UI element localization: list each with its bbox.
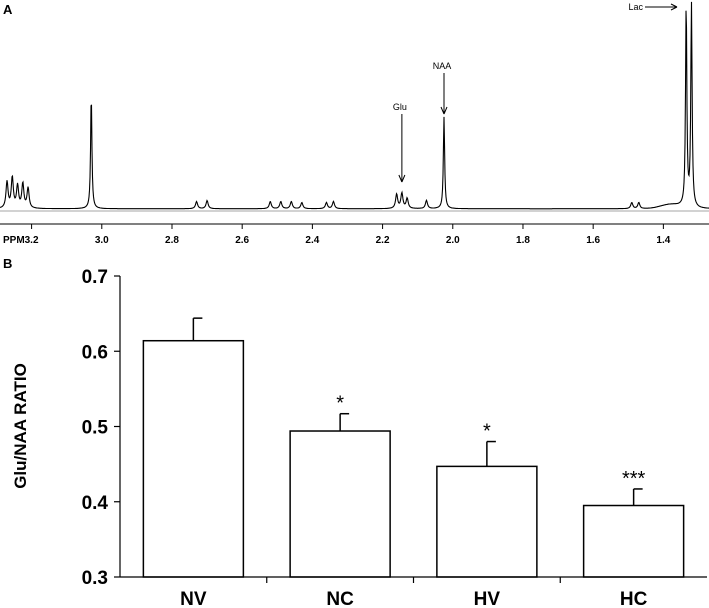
bar-nc	[289, 430, 391, 578]
panel-a-label: A	[3, 2, 13, 17]
bar-nv	[142, 339, 245, 578]
bar-y-tick-label: 0.5	[82, 418, 109, 439]
bar-y-tick-label: 0.7	[82, 267, 108, 288]
panel-b-label: B	[3, 256, 12, 271]
spectrum-tick-label: 1.8	[516, 235, 530, 246]
bar-y-tick-label: 0.3	[82, 568, 108, 589]
spectrum-tick-label: 2.0	[446, 235, 460, 246]
spectrum-line	[0, 1, 709, 210]
lac-annotation-label: Lac	[628, 2, 643, 12]
naa-arrowhead	[440, 106, 448, 115]
bar-hc	[582, 504, 685, 578]
glu-annotation-label: Glu	[393, 102, 407, 112]
spectrum-tick-label: 2.2	[376, 235, 390, 246]
lac-arrowhead	[670, 3, 678, 11]
naa-annotation-label: NAA	[433, 61, 452, 71]
bar-y-axis-label: Glu/NAA RATIO	[11, 363, 30, 489]
bar-x-tick-label: NV	[180, 589, 207, 608]
spectrum-tick-label: 2.6	[235, 235, 249, 246]
glu-arrowhead	[398, 174, 406, 183]
bar-y-tick-label: 0.4	[82, 493, 109, 514]
significance-hv: *	[483, 421, 491, 443]
spectrum-tick-label: 1.6	[586, 235, 600, 246]
spectrum-tick-label: 2.8	[165, 235, 179, 246]
spectrum-tick-label: 1.4	[656, 235, 670, 246]
bar-x-tick-label: HV	[474, 589, 501, 608]
bar-hv	[436, 465, 538, 578]
bar-y-tick-label: 0.6	[82, 342, 108, 363]
significance-nc: *	[336, 393, 344, 415]
significance-hc: ***	[622, 468, 646, 490]
spectrum-tick-label: 3.0	[95, 235, 109, 246]
panel-b-bar-chart: B Glu/NAA RATIO 0.30.40.50.60.7 ***** NV…	[3, 256, 707, 608]
bar-x-tick-label: NC	[326, 589, 354, 608]
spectrum-tick-label: 2.4	[305, 235, 319, 246]
spectrum-tick-label: 3.2	[25, 235, 39, 246]
spectrum-x-axis-label: PPM	[3, 235, 25, 246]
bar-x-tick-label: HC	[620, 589, 648, 608]
panel-a-spectrum: A PPM 3.2 3.0 2.8 2.6 2.4 2.2 2.0 1.8 1.6 1.4 Lac…	[0, 1, 709, 246]
